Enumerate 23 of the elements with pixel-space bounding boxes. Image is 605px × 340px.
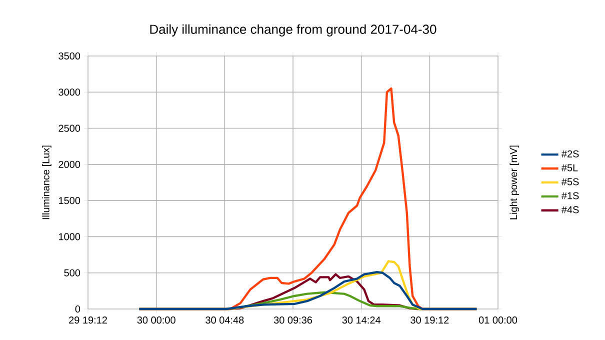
legend-label: #1S (561, 192, 579, 200)
y-axis-title: Illuminance [Lux] (42, 146, 52, 220)
legend-label: #4S (561, 206, 579, 214)
chart-title: Daily illuminance change from ground 2017-04-30 (150, 24, 436, 36)
x-tick-label: 30 19:12 (410, 316, 449, 324)
y-tick-label: 2000 (58, 160, 80, 168)
legend-label: #5L (561, 164, 578, 172)
x-tick-label: 30 09:36 (274, 316, 312, 324)
y-tick-label: 1000 (58, 233, 80, 240)
y-tick-label: 3000 (58, 88, 80, 96)
y2-axis-title: Light power [mV] (510, 146, 520, 220)
x-tick-label: 29 19:12 (69, 316, 107, 324)
legend-label: #5S (561, 178, 579, 186)
x-tick-label: 30 00:00 (137, 316, 176, 324)
y-tick-label: 0 (75, 305, 80, 313)
x-tick-label: 01 00:00 (478, 316, 518, 324)
x-tick-label: 30 14:24 (342, 316, 380, 324)
y-tick-label: 1500 (58, 197, 80, 204)
legend-label: #2S (561, 150, 579, 158)
y-tick-label: 500 (64, 269, 80, 276)
y-tick-label: 2500 (58, 124, 80, 132)
y-tick-label: 3500 (58, 52, 80, 60)
x-tick-label: 30 04:48 (206, 316, 244, 324)
